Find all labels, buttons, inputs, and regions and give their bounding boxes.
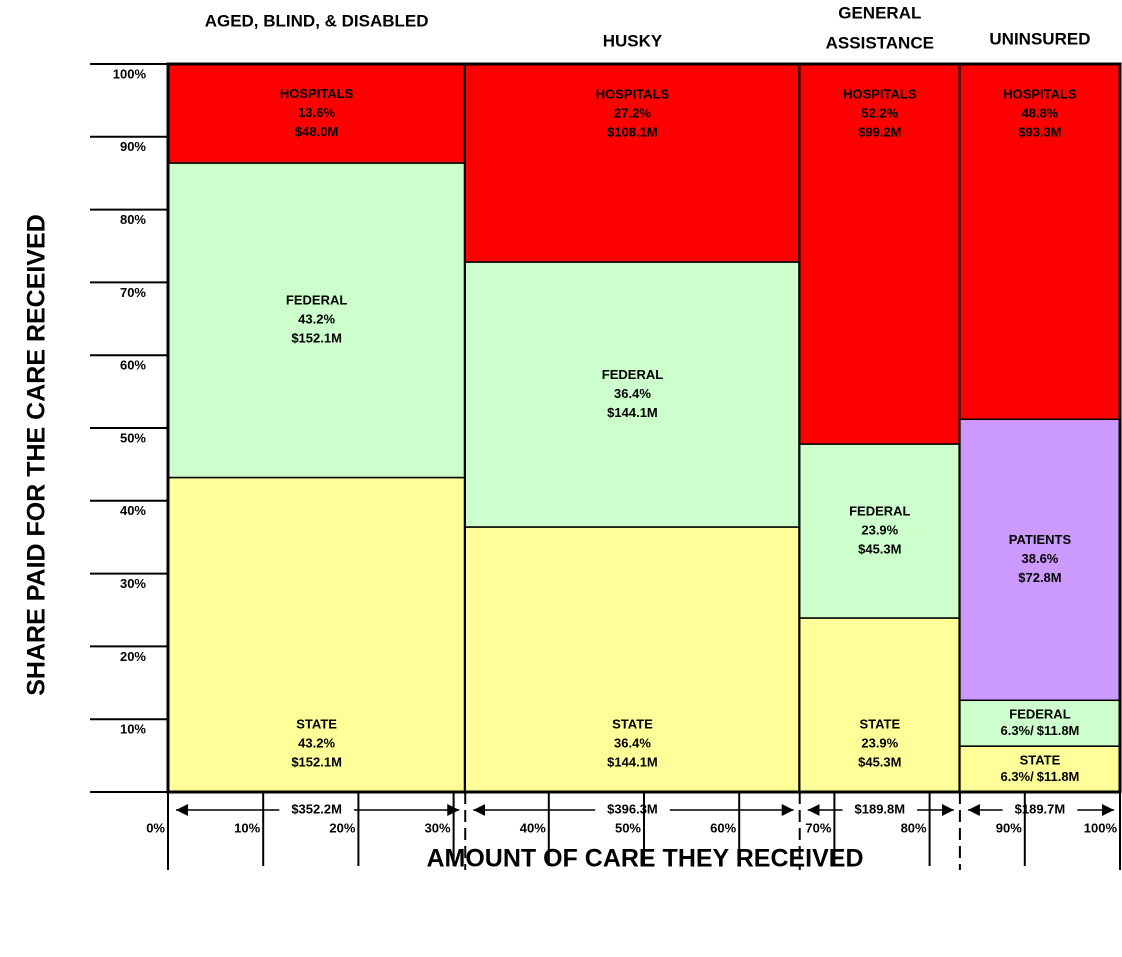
segment-percent: 27.2%: [614, 105, 651, 120]
segment-amount: $11.8M: [1037, 770, 1080, 785]
segment-percent: 13.6%: [298, 105, 335, 120]
y-tick-label: 90%: [120, 139, 146, 154]
y-tick-label: 80%: [120, 212, 146, 227]
column-total: $189.7M: [1015, 801, 1066, 816]
segment-percent: 36.4%: [614, 735, 651, 750]
segment-percent: 6.3%/: [1000, 770, 1034, 785]
x-tick-label: 50%: [615, 820, 641, 835]
segment: [798, 63, 961, 445]
segment-name: HOSPITALS: [1003, 86, 1077, 101]
segment-name: FEDERAL: [602, 367, 663, 382]
segment-name: HOSPITALS: [843, 86, 917, 101]
segment-amount: $11.8M: [1037, 724, 1080, 739]
segment-percent: 23.9%: [861, 522, 898, 537]
column-header: GENERAL: [838, 3, 921, 22]
segment-percent: 43.2%: [298, 735, 335, 750]
segment-name: FEDERAL: [1009, 707, 1070, 722]
y-tick-label: 60%: [120, 358, 146, 373]
y-axis-title: SHARE PAID FOR THE CARE RECEIVED: [23, 214, 51, 696]
column-total: $189.8M: [855, 801, 906, 816]
column-header: HUSKY: [603, 31, 663, 50]
segment-label: 6.3%/$11.8M: [1000, 724, 1079, 739]
segment: [464, 261, 801, 528]
segment-amount: $45.3M: [858, 754, 901, 769]
segment-name: STATE: [859, 716, 900, 731]
segment-percent: 36.4%: [614, 386, 651, 401]
segment-name: STATE: [296, 716, 337, 731]
y-tick-label: 30%: [120, 576, 146, 591]
y-tick-label: 100%: [113, 66, 147, 81]
x-tick-label: 0%: [146, 820, 165, 835]
x-tick-label: 70%: [805, 820, 831, 835]
segment-name: FEDERAL: [286, 293, 347, 308]
y-tick-label: 50%: [120, 430, 146, 445]
x-tick-label: 10%: [234, 820, 260, 835]
x-tick-label: 90%: [996, 820, 1022, 835]
segment-amount: $144.1M: [607, 754, 658, 769]
segment-amount: $152.1M: [291, 754, 342, 769]
segment: [959, 699, 1121, 747]
segment-label: 6.3%/$11.8M: [1000, 770, 1079, 785]
segment: [464, 526, 801, 793]
x-tick-label: 20%: [329, 820, 355, 835]
segment: [959, 418, 1121, 702]
segment-amount: $72.8M: [1018, 570, 1061, 585]
segment-percent: 6.3%/: [1000, 724, 1034, 739]
column-header: AGED, BLIND, & DISABLED: [205, 11, 429, 30]
x-tick-label: 60%: [710, 820, 736, 835]
x-tick-label: 80%: [901, 820, 927, 835]
segment-amount: $48.0M: [295, 124, 338, 139]
segment-amount: $108.1M: [607, 124, 658, 139]
segment-percent: 23.9%: [861, 735, 898, 750]
segment: [959, 63, 1121, 421]
segment-name: FEDERAL: [849, 503, 910, 518]
y-tick-label: 40%: [120, 503, 146, 518]
segment: [167, 63, 466, 164]
segment-amount: $45.3M: [858, 541, 901, 556]
segment: [167, 476, 466, 793]
y-tick-label: 70%: [120, 285, 146, 300]
x-tick-label: 40%: [520, 820, 546, 835]
column-header: UNINSURED: [989, 29, 1090, 48]
column-header: ASSISTANCE: [826, 33, 934, 52]
segment: [464, 63, 801, 263]
segment-name: STATE: [612, 716, 653, 731]
segment-name: HOSPITALS: [596, 86, 670, 101]
segment-amount: $99.2M: [858, 124, 901, 139]
segment-percent: 48.8%: [1022, 105, 1059, 120]
segment-name: STATE: [1020, 753, 1061, 768]
segment-percent: 52.2%: [861, 105, 898, 120]
y-tick-label: 20%: [120, 649, 146, 664]
segment-amount: $144.1M: [607, 405, 658, 420]
segment: [798, 443, 961, 619]
x-tick-label: 30%: [425, 820, 451, 835]
segment-amount: $93.3M: [1018, 124, 1061, 139]
segment-percent: 43.2%: [298, 312, 335, 327]
x-tick-label: 100%: [1084, 820, 1118, 835]
segment-name: PATIENTS: [1009, 532, 1072, 547]
column-total: $352.2M: [291, 801, 342, 816]
segment-amount: $152.1M: [291, 331, 342, 346]
segment-percent: 38.6%: [1022, 551, 1059, 566]
segment-name: HOSPITALS: [280, 86, 354, 101]
segment: [959, 745, 1121, 793]
column-total: $396.3M: [607, 801, 658, 816]
y-tick-label: 10%: [120, 722, 146, 737]
